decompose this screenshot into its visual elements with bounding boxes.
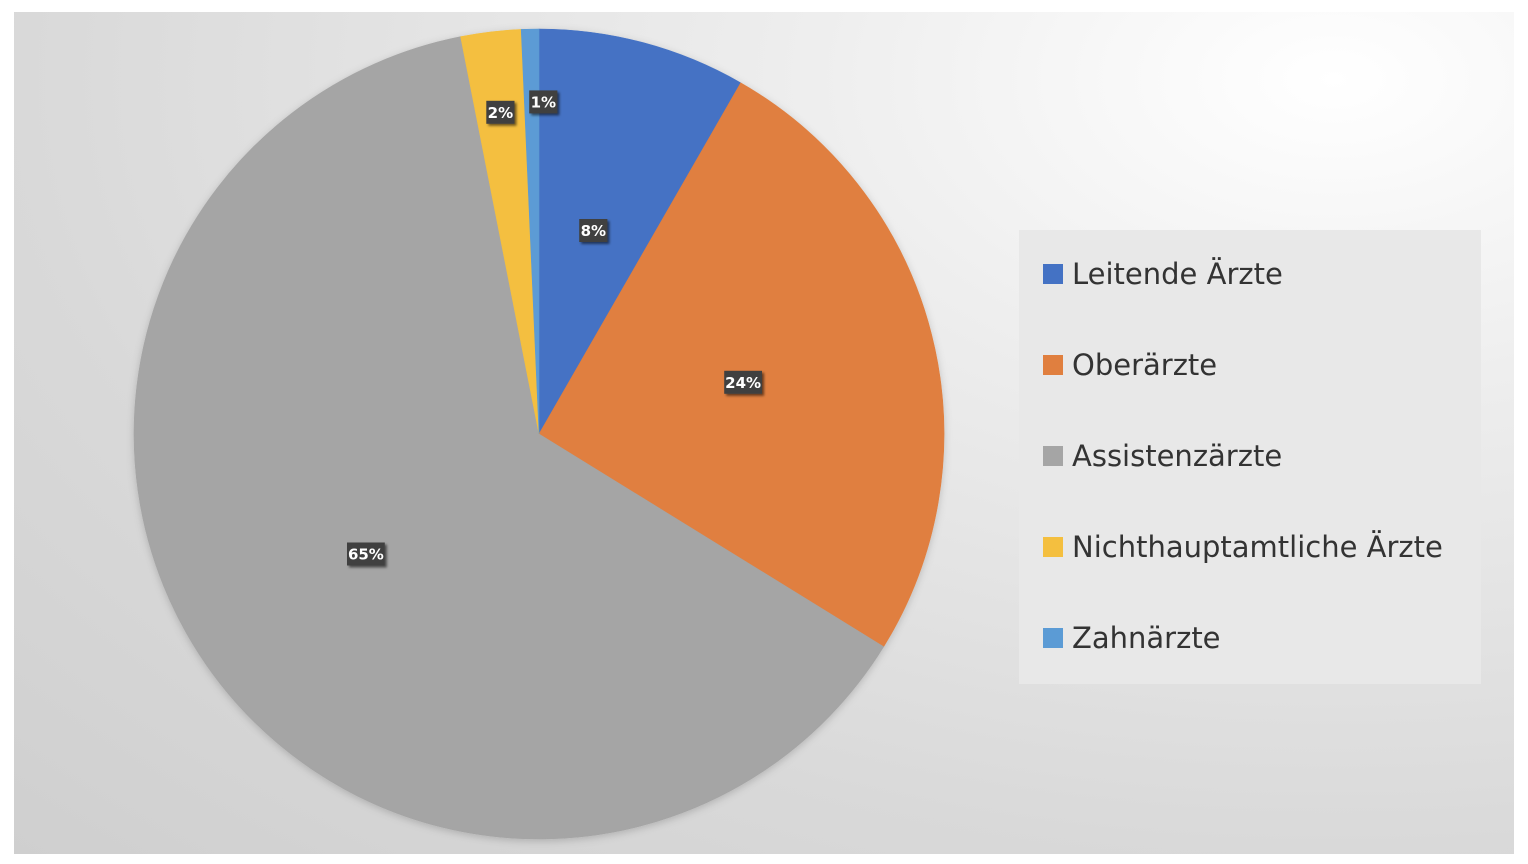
legend-swatch (1043, 264, 1063, 284)
pie-slice-oberarzte (538, 82, 945, 648)
data-label-oberarzte: 24% (724, 370, 762, 394)
legend-swatch (1043, 446, 1063, 466)
legend-item-leitende-arzte: Leitende Ärzte (1043, 254, 1283, 294)
legend-label: Nichthauptamtliche Ärzte (1072, 530, 1443, 564)
data-label-box (579, 219, 608, 242)
legend-label: Assistenzärzte (1072, 439, 1283, 473)
data-label-text: 1% (531, 93, 556, 111)
data-label-text: 8% (581, 222, 606, 240)
pie-slice-zahnarzte (520, 28, 540, 435)
data-label-assistenzarzte: 65% (347, 542, 385, 566)
pie-slice-assistenzarzte (133, 36, 885, 840)
chart-area: 8% 24% 65% 2% 1% Leitende Ärzte Oberärzte Assi… (14, 12, 1514, 854)
data-label-box (486, 100, 515, 124)
legend-item-zahnarzte: Zahnärzte (1043, 618, 1221, 658)
data-label-zahnarzte: 1% (529, 90, 558, 114)
pie-data-labels: 8% 24% 65% 2% 1% (347, 90, 762, 566)
legend-item-nichthauptamtliche-arzte: Nichthauptamtliche Ärzte (1043, 527, 1443, 567)
data-label-text: 2% (488, 104, 513, 122)
data-label-leitende-arzte: 8% (579, 219, 608, 242)
legend-swatch (1043, 355, 1063, 375)
data-label-nichthauptamtliche-arzte: 2% (486, 100, 515, 124)
legend: Leitende Ärzte Oberärzte Assistenzärzte Nic… (1019, 230, 1481, 684)
legend-label: Leitende Ärzte (1072, 257, 1283, 291)
legend-swatch (1043, 628, 1063, 648)
data-label-text: 24% (725, 374, 761, 392)
pie-slice-leitende-arzte (538, 28, 742, 436)
data-label-box (347, 542, 385, 566)
legend-swatch (1043, 537, 1063, 557)
data-label-text: 65% (348, 546, 384, 564)
pie-chart: 8% 24% 65% 2% 1% (133, 28, 945, 840)
data-label-box (724, 370, 762, 394)
legend-label: Zahnärzte (1072, 621, 1221, 655)
legend-label: Oberärzte (1072, 348, 1218, 382)
data-label-box (529, 90, 558, 114)
legend-item-oberarzte: Oberärzte (1043, 345, 1217, 385)
pie-slices (133, 28, 945, 840)
legend-item-assistenzarzte: Assistenzärzte (1043, 436, 1282, 476)
